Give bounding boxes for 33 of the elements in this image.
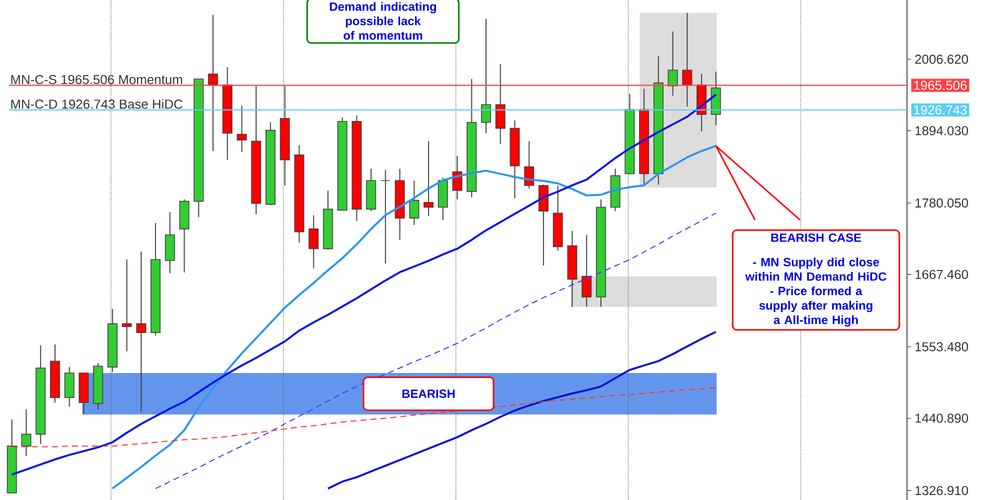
line-series: [155, 212, 716, 490]
text: BEARISH CASE: [771, 233, 862, 242]
candlestick: [380, 169, 390, 264]
ref-line-label: MN-C-D 1926.743 Base HiDC: [11, 99, 182, 109]
ref-line-label: MN-C-S 1965.506 Momentum: [11, 74, 182, 84]
band-label: BEARISH: [402, 390, 455, 398]
candlestick: [208, 14, 218, 152]
y-tick-label: 1440.890: [916, 414, 968, 423]
candlestick: [122, 259, 132, 352]
candlestick: [524, 140, 534, 190]
candlestick: [452, 155, 462, 200]
candlestick: [668, 31, 678, 96]
text: 1965.506: [914, 80, 967, 90]
candlestick: [308, 214, 319, 269]
candlestick: [424, 140, 434, 217]
candlestick: [481, 18, 492, 134]
candlestick: [409, 180, 420, 226]
candlestick: [136, 251, 146, 412]
text: - Price formed a supply after making a All-time High: [759, 286, 872, 327]
candlestick: [582, 234, 592, 308]
y-tick-label: 1894.030: [916, 126, 968, 136]
annotation: Demand indicating possible lack of momentum: [330, 2, 436, 40]
y-tick-label: 1553.480: [916, 342, 968, 352]
candlestick: [21, 409, 32, 456]
text: 1926.743: [914, 105, 967, 115]
y-tick-label: 2006.620: [915, 54, 968, 64]
y-tick-label: 1667.460: [916, 270, 968, 280]
y-tick-label: 1326.910: [916, 486, 968, 496]
candlestick: [236, 105, 247, 152]
candlestick: [682, 12, 692, 108]
y-tick-label: 1780.050: [916, 198, 968, 208]
text: - MN Supply did close within MN Demand HiDC: [745, 258, 886, 281]
candlestick: [495, 64, 506, 145]
